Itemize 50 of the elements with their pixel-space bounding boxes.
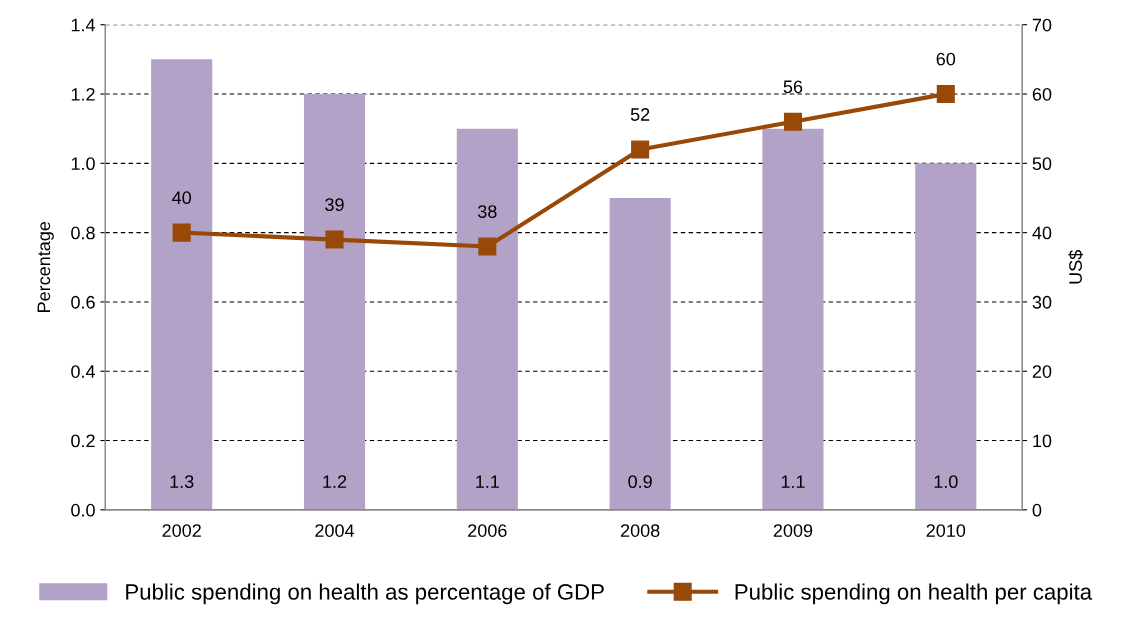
y2-tick-label: 50 (1032, 157, 1052, 171)
data-label: 40 (172, 191, 192, 205)
data-label: 56 (783, 80, 803, 94)
bar (456, 128, 518, 510)
y-axis-title: Percentage (37, 221, 54, 312)
y2-tick-label: 30 (1032, 295, 1052, 309)
x-tick-label: 2010 (926, 524, 966, 537)
bar (762, 128, 824, 510)
point (631, 140, 650, 159)
data-label: 1.0 (934, 475, 958, 489)
y-tick-label: 1.0 (71, 157, 95, 171)
y2-tick-label: 70 (1032, 18, 1052, 32)
x-tick-label: 2006 (468, 524, 507, 537)
y2-tick-label: 60 (1032, 87, 1052, 101)
y-tick-label: 0.6 (71, 295, 95, 309)
point (783, 112, 802, 131)
y2-axis-title: US$ (1068, 250, 1083, 284)
y2-tick-label: 40 (1032, 226, 1052, 240)
bar (151, 59, 213, 510)
bar (303, 94, 366, 510)
data-label: 38 (477, 205, 497, 218)
point (478, 237, 497, 256)
data-label: 1.1 (476, 475, 499, 488)
data-label: 1.3 (170, 475, 194, 489)
x-tick-label: 2004 (315, 524, 355, 537)
y2-tick-label: 0 (1032, 503, 1042, 517)
x-tick-label: 2009 (773, 524, 813, 537)
data-label: 1.1 (781, 475, 805, 488)
data-label: 0.9 (628, 475, 652, 489)
y2-tick-label: 20 (1032, 365, 1052, 378)
y-tick-label: 1.2 (71, 87, 95, 101)
data-label: 1.2 (323, 475, 347, 488)
bar (915, 163, 977, 510)
point (325, 230, 344, 249)
bar (609, 197, 671, 510)
data-label: 60 (936, 52, 956, 66)
legend-label: Public spending on health as percentage of GDP (126, 583, 604, 605)
y-tick-label: 0.8 (71, 226, 95, 240)
x-tick-label: 2008 (620, 524, 660, 537)
y-tick-label: 0.0 (71, 503, 95, 517)
y-tick-label: 0.2 (71, 434, 95, 448)
legend-label: Public spending on health per capita (735, 583, 1093, 605)
point (936, 84, 955, 104)
y-tick-label: 1.4 (71, 18, 96, 32)
x-tick-label: 2002 (162, 524, 201, 537)
y-tick-label: 0.4 (71, 365, 96, 378)
y2-tick-label: 10 (1033, 434, 1052, 448)
point (172, 223, 191, 242)
data-label: 39 (325, 198, 344, 211)
data-label: 52 (630, 108, 650, 121)
